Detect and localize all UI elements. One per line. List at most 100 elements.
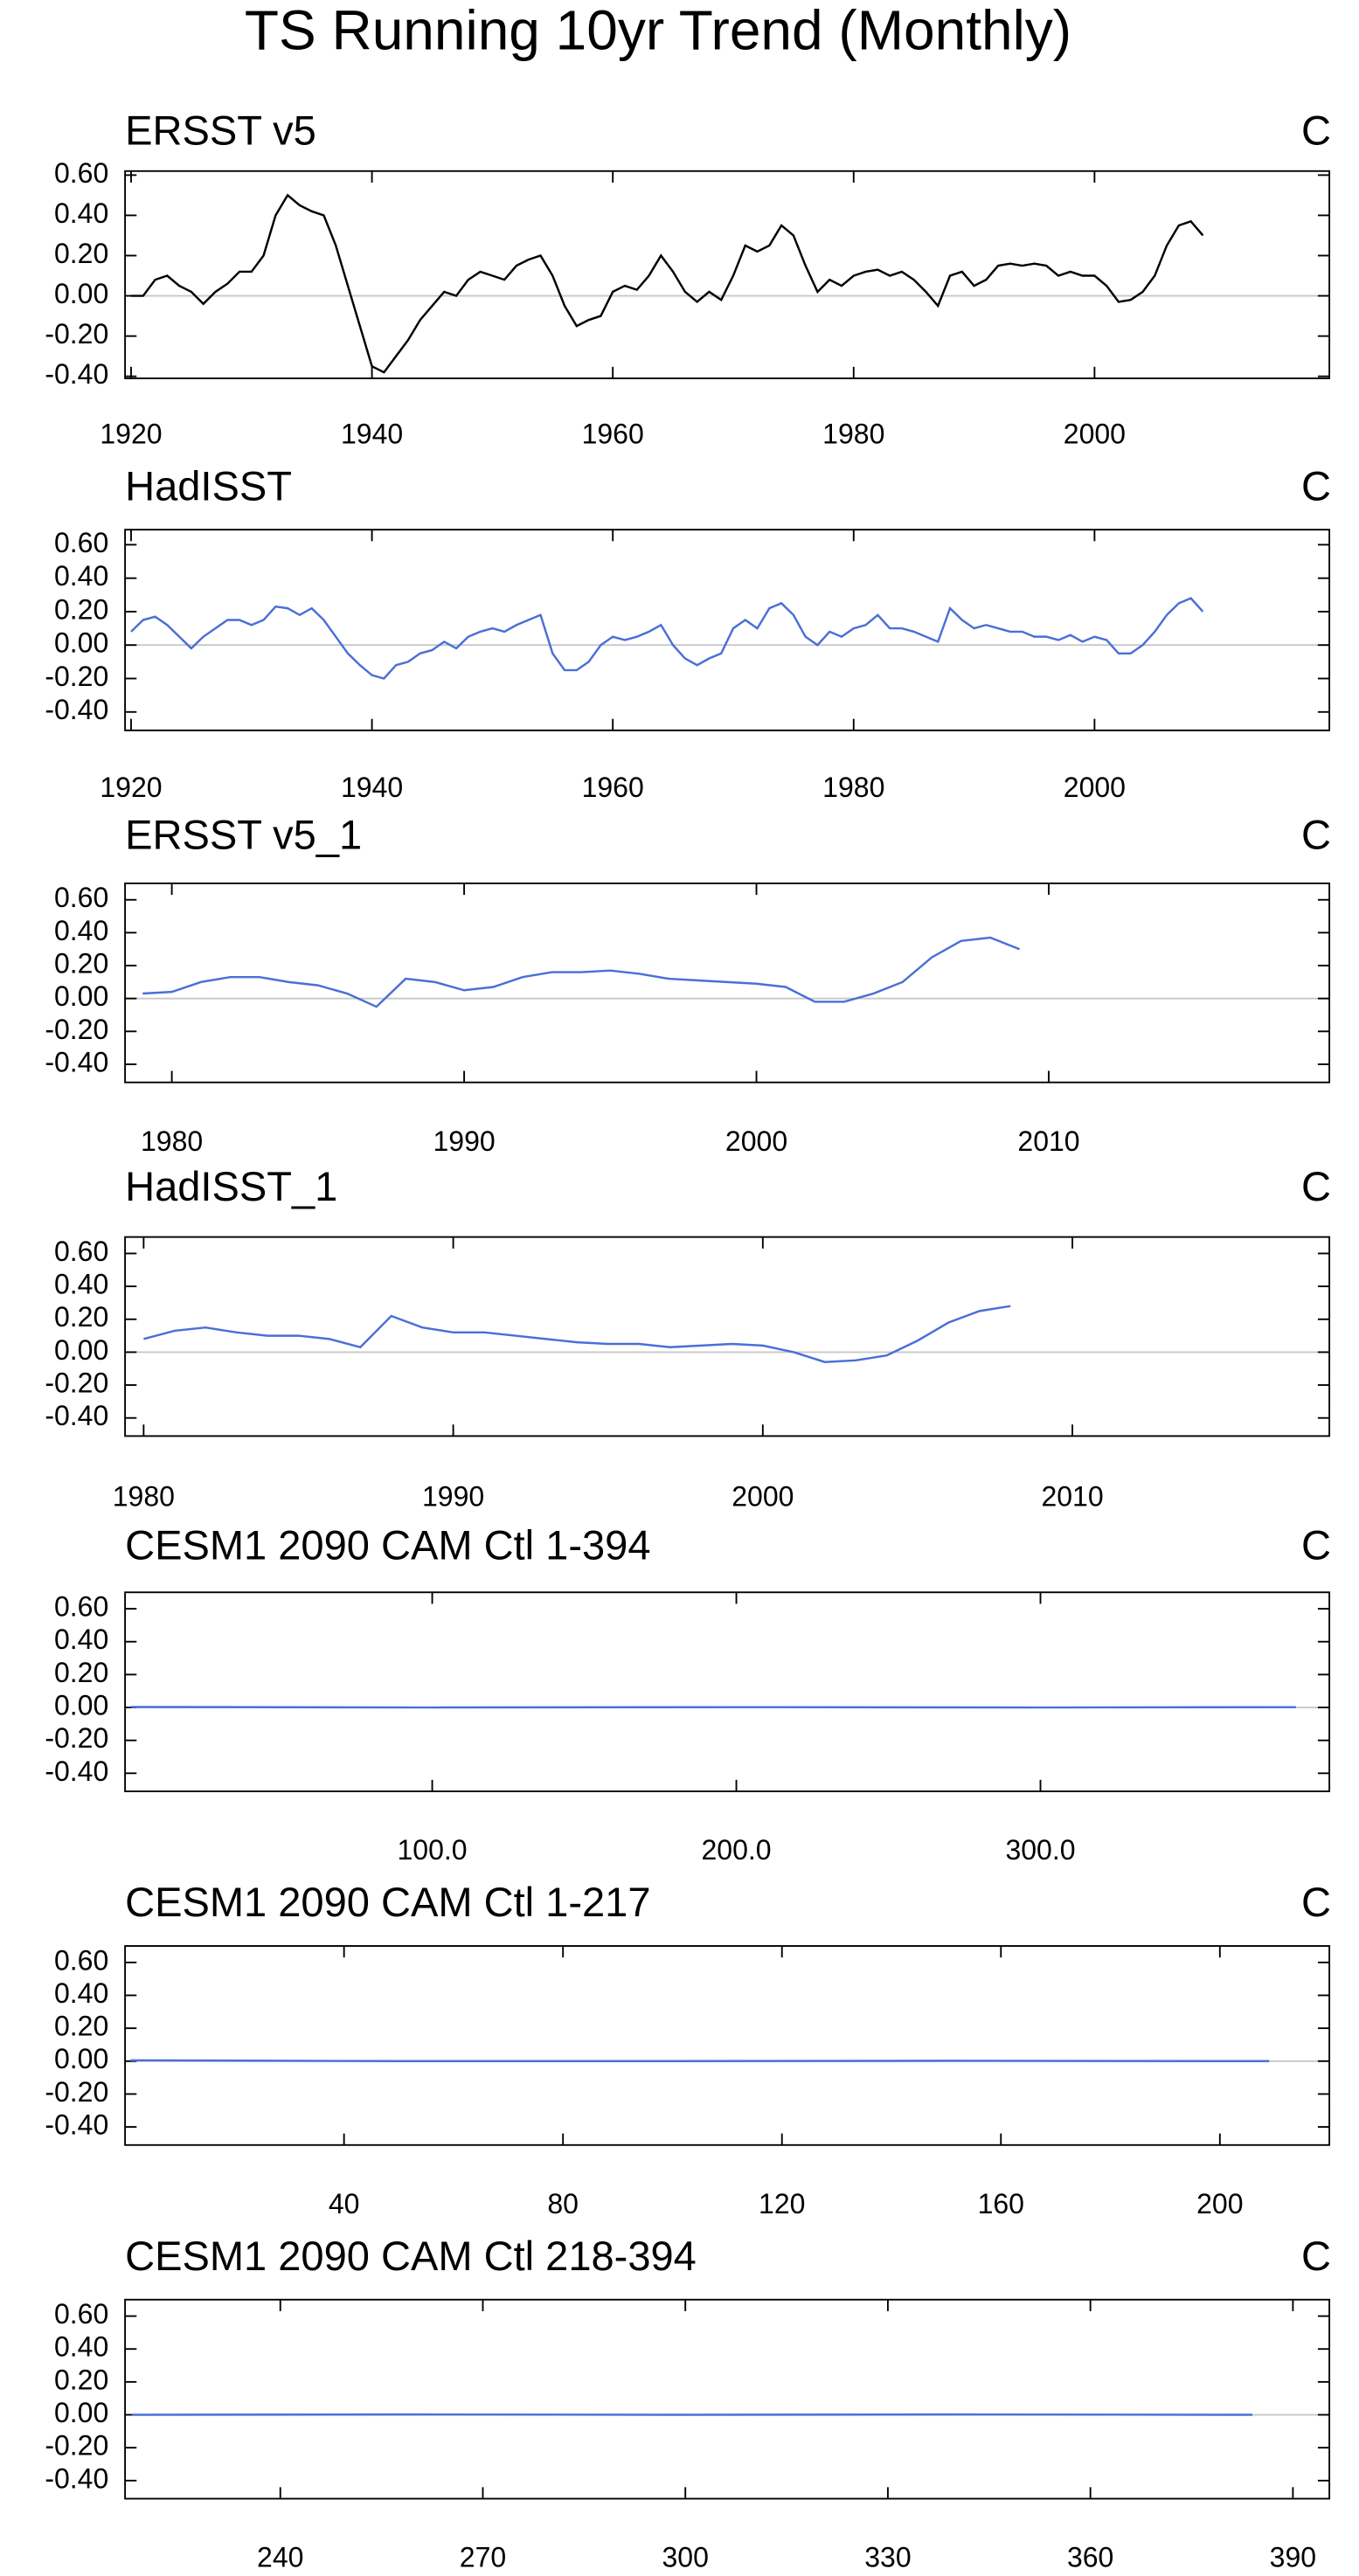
x-tick-label: 2000	[1064, 418, 1126, 449]
data-line	[130, 597, 1204, 680]
y-tick-label: 0.40	[54, 1624, 108, 1655]
panel: ERSST v5 C 0.60 0.40 0.20 0.00 -0.20 -0.40 1920 1…	[45, 107, 1331, 450]
panel-title: ERSST v5_1	[125, 811, 362, 857]
x-tick-label: 2000	[732, 1480, 794, 1512]
y-tick-label: 0.00	[54, 1334, 108, 1366]
x-tick-label: 240	[257, 2542, 303, 2573]
y-tick-label: -0.20	[45, 1014, 108, 1045]
x-tick-label: 1980	[141, 1125, 203, 1157]
y-tick-label: 0.40	[54, 560, 108, 592]
unit-label: C	[1301, 2233, 1331, 2279]
panel: HadISST C 0.600.400.200.00-0.20-0.40 1920 19…	[45, 462, 1331, 803]
y-tick-label: -0.20	[45, 2430, 108, 2462]
y-tick-label: 0.40	[54, 1977, 108, 2009]
y-tick-label: -0.40	[45, 2462, 108, 2494]
x-tick-label: 1990	[433, 1125, 495, 1157]
y-tick-label: -0.40	[45, 2109, 108, 2141]
y-tick-label: 0.60	[54, 882, 108, 913]
y-tick-label: 0.20	[54, 1657, 108, 1688]
panel: CESM1 2090 CAM Ctl 1-217 C 0.600.400.200.0…	[45, 1879, 1331, 2219]
x-tick-label: 100.0	[398, 1834, 468, 1866]
x-tick-label: 160	[978, 2188, 1024, 2219]
x-tick-label: 300	[662, 2542, 709, 2573]
x-tick-label: 390	[1270, 2542, 1316, 2573]
y-tick-label: 0.60	[54, 1236, 108, 1267]
y-tick-label: 0.00	[54, 2397, 108, 2428]
unit-label: C	[1301, 811, 1331, 857]
x-tick-label: 200.0	[701, 1834, 771, 1866]
y-tick-label: 0.40	[54, 915, 108, 946]
y-tick-label: 0.00	[54, 2043, 108, 2074]
x-tick-label: 120	[759, 2188, 805, 2219]
x-tick-label: 1980	[822, 418, 884, 449]
x-tick-label: 2010	[1041, 1480, 1103, 1512]
panel: CESM1 2090 CAM Ctl 1-394 C 0.600.400.200.0…	[45, 1522, 1331, 1866]
y-tick-label: -0.40	[45, 358, 108, 390]
plot-frame	[124, 529, 1331, 731]
x-tick-label: 270	[460, 2542, 506, 2573]
panel: HadISST_1 C 0.600.400.200.00-0.20-0.40 1980…	[45, 1163, 1331, 1512]
y-tick-label: 0.40	[54, 1269, 108, 1300]
plot-frame	[124, 170, 1331, 379]
y-tick-label: 0.60	[54, 1944, 108, 1976]
panel-title: HadISST_1	[125, 1163, 337, 1209]
data-line	[143, 1305, 1011, 1363]
x-tick-label: 80	[547, 2188, 579, 2219]
main-title: TS Running 10yr Trend (Monthly)	[245, 0, 1071, 61]
y-tick-label: 0.40	[54, 2331, 108, 2363]
plot-frame	[124, 2298, 1331, 2500]
unit-label: C	[1301, 1879, 1331, 1925]
y-tick-label: -0.20	[45, 661, 108, 692]
panel-title: CESM1 2090 CAM Ctl 1-394	[125, 1522, 650, 1568]
unit-label: C	[1301, 1163, 1331, 1209]
x-tick-label: 2000	[1064, 772, 1126, 803]
x-tick-label: 2010	[1017, 1125, 1079, 1157]
x-tick-label: 1990	[422, 1480, 484, 1512]
y-tick-label: -0.20	[45, 1368, 108, 1399]
panel: ERSST v5_1 C 0.600.400.200.00-0.20-0.40 198…	[45, 811, 1331, 1156]
y-tick-label: 0.20	[54, 2011, 108, 2042]
y-tick-label: -0.20	[45, 1722, 108, 1754]
data-line	[130, 193, 1204, 374]
y-tick-label: -0.40	[45, 694, 108, 725]
data-line	[142, 936, 1021, 1008]
x-tick-label: 360	[1067, 2542, 1113, 2573]
plot-frame	[124, 882, 1331, 1084]
y-tick-label: 0.60	[54, 1591, 108, 1623]
plot-frame	[124, 1945, 1331, 2146]
y-tick-label: -0.40	[45, 1046, 108, 1077]
y-tick-label: 0.20	[54, 947, 108, 979]
x-tick-label: 1940	[341, 772, 403, 803]
unit-label: C	[1301, 462, 1331, 509]
y-tick-label: 0.60	[54, 2298, 108, 2330]
y-tick-label: 0.20	[54, 238, 108, 269]
panel-title: CESM1 2090 CAM Ctl 218-394	[125, 2233, 697, 2279]
y-tick-label: -0.20	[45, 2076, 108, 2108]
x-tick-label: 1960	[582, 418, 644, 449]
y-tick-label: 0.00	[54, 1689, 108, 1721]
y-tick-label: 0.20	[54, 1301, 108, 1333]
data-line	[130, 2059, 1270, 2063]
panel-title: HadISST	[125, 462, 292, 509]
x-tick-label: 1940	[341, 418, 403, 449]
x-tick-label: 1920	[100, 772, 162, 803]
y-tick-label: -0.20	[45, 318, 108, 350]
plot-frame	[124, 1591, 1331, 1792]
panel-title: ERSST v5	[125, 107, 316, 154]
x-tick-label: 1980	[113, 1480, 175, 1512]
x-tick-label: 2000	[725, 1125, 787, 1157]
panel: CESM1 2090 CAM Ctl 218-394 C 0.600.400.200…	[45, 2233, 1331, 2573]
y-tick-label: -0.40	[45, 1755, 108, 1787]
unit-label: C	[1301, 107, 1331, 154]
y-tick-label: -0.40	[45, 1400, 108, 1431]
x-tick-label: 40	[329, 2188, 360, 2219]
unit-label: C	[1301, 1522, 1331, 1568]
x-tick-label: 300.0	[1005, 1834, 1075, 1866]
x-tick-label: 200	[1196, 2188, 1243, 2219]
y-tick-label: 0.60	[54, 527, 108, 558]
y-tick-label: 0.60	[54, 157, 108, 189]
y-tick-label: 0.00	[54, 278, 108, 309]
